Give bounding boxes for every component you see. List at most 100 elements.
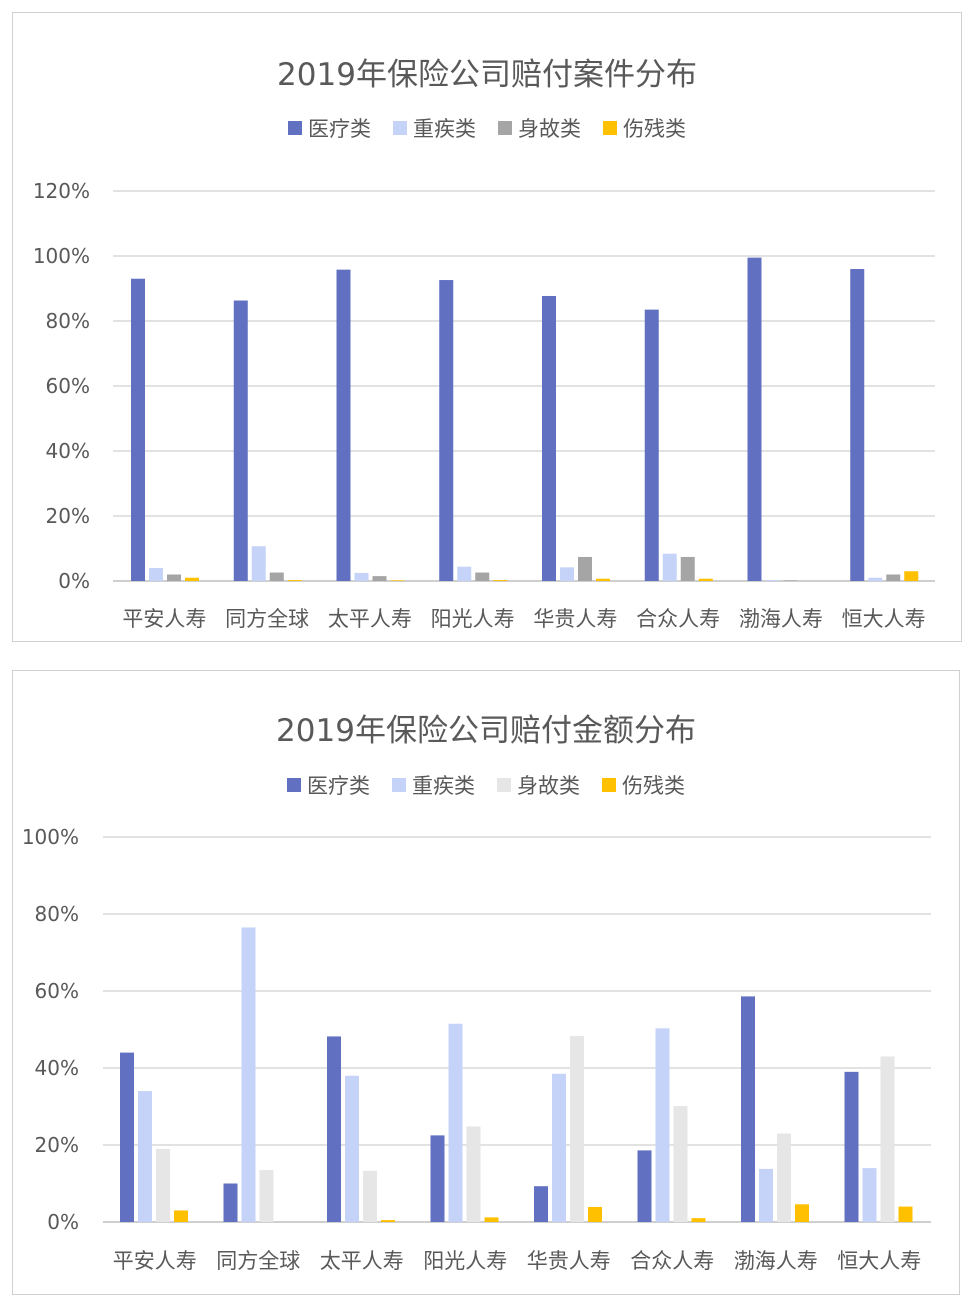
x-tick-label: 华贵人寿	[533, 607, 617, 631]
x-tick-label: 同方全球	[216, 1249, 300, 1273]
bar	[588, 1206, 602, 1222]
bar	[552, 1073, 566, 1222]
chart-plot-area: 0% 20% 40% 60% 80% 100% 平安人寿 同方全球 太平人寿 阳光人寿 华贵人寿 合众…	[22, 825, 931, 1273]
x-tick-label: 恒大人寿	[842, 607, 926, 631]
bar	[354, 572, 369, 581]
bar	[251, 546, 266, 581]
bar	[430, 1135, 445, 1222]
bar	[156, 1148, 170, 1222]
bar	[149, 568, 163, 581]
bar	[484, 1217, 499, 1222]
bar	[795, 1204, 809, 1222]
bar	[759, 1168, 773, 1222]
bar	[868, 577, 883, 581]
legend-swatch	[498, 121, 512, 135]
bar	[904, 571, 919, 581]
legend-label: 身故类	[518, 117, 581, 141]
legend-label: 医疗类	[308, 117, 371, 141]
chart-panel-claims-count: 2019年保险公司赔付案件分布 医疗类 重疾类 身故类 伤残类 0% 20% 40%…	[12, 12, 962, 642]
y-tick-label: 20%	[46, 504, 90, 528]
bar	[457, 566, 472, 581]
y-tick-label: 60%	[46, 374, 90, 398]
bar	[390, 580, 405, 581]
bar	[327, 1036, 341, 1222]
bar	[637, 1150, 652, 1222]
bar	[765, 580, 780, 581]
bar	[259, 1170, 274, 1222]
bar	[741, 996, 755, 1222]
y-tick-label: 40%	[46, 439, 90, 463]
bar	[542, 295, 556, 581]
legend-item: 伤残类	[603, 113, 686, 143]
legend-label: 医疗类	[307, 774, 370, 798]
x-tick-label: 华贵人寿	[527, 1249, 611, 1273]
bar	[363, 1170, 377, 1222]
chart-panel-claims-amount: 2019年保险公司赔付金额分布 医疗类 重疾类 身故类 伤残类 0% 20% 40%…	[12, 670, 960, 1295]
legend-item: 身故类	[498, 113, 581, 143]
bar	[777, 1133, 791, 1222]
y-tick-label: 80%	[46, 309, 90, 333]
bar	[233, 300, 248, 581]
bar	[783, 580, 798, 581]
legend-label: 重疾类	[413, 117, 476, 141]
chart-title: 2019年保险公司赔付案件分布	[277, 57, 697, 93]
bar	[534, 1186, 548, 1222]
bar	[850, 269, 865, 581]
x-tick-label: 合众人寿	[630, 1249, 714, 1273]
bar	[131, 278, 145, 581]
legend-label: 伤残类	[623, 117, 686, 141]
bar	[578, 556, 592, 581]
legend-swatch	[392, 778, 406, 792]
bar	[844, 1071, 859, 1222]
x-tick-label: 平安人寿	[113, 1249, 197, 1273]
bar	[655, 1028, 670, 1222]
legend-swatch	[393, 121, 407, 135]
x-tick-label: 阳光人寿	[423, 1249, 507, 1273]
y-tick-label: 0%	[58, 569, 90, 593]
y-tick-label: 60%	[35, 979, 79, 1003]
chart-plot-area: 0% 20% 40% 60% 80% 100% 120% 平安人寿 同方全球 太平人寿 阳光人寿 华贵…	[33, 179, 935, 631]
legend-label: 身故类	[517, 774, 580, 798]
legend-swatch	[287, 778, 301, 792]
x-tick-label: 平安人寿	[122, 607, 206, 631]
bar	[241, 927, 256, 1222]
bar	[880, 1056, 895, 1222]
bar	[466, 1126, 481, 1222]
bar	[120, 1052, 134, 1222]
bar	[269, 572, 284, 581]
bar	[185, 577, 199, 581]
legend-swatch	[602, 778, 616, 792]
bar	[862, 1168, 877, 1222]
y-tick-label: 120%	[33, 179, 90, 203]
bar	[475, 572, 490, 581]
x-tick-label: 渤海人寿	[734, 1249, 818, 1273]
x-tick-label: 太平人寿	[328, 607, 412, 631]
bar	[662, 553, 677, 581]
bar	[345, 1075, 359, 1222]
bar	[570, 1036, 584, 1222]
x-tick-label: 合众人寿	[636, 607, 720, 631]
legend-swatch	[603, 121, 617, 135]
chart-legend: 医疗类 重疾类 身故类 伤残类	[13, 770, 959, 800]
y-tick-label: 80%	[35, 902, 79, 926]
bar	[336, 269, 351, 581]
bar	[644, 309, 659, 581]
bar	[691, 1218, 706, 1222]
y-tick-label: 40%	[35, 1056, 79, 1080]
chart-title: 2019年保险公司赔付金额分布	[276, 713, 696, 749]
bar	[174, 1210, 188, 1222]
bar	[493, 580, 508, 581]
bar	[138, 1091, 152, 1222]
x-tick-label: 渤海人寿	[739, 607, 823, 631]
legend-item: 身故类	[497, 770, 580, 800]
x-tick-label: 太平人寿	[320, 1249, 404, 1273]
bar	[439, 280, 454, 581]
bar	[747, 257, 762, 581]
legend-swatch	[497, 778, 511, 792]
y-tick-label: 0%	[47, 1210, 79, 1234]
legend-item: 重疾类	[392, 770, 475, 800]
bar	[287, 580, 302, 581]
bar	[596, 578, 610, 581]
bar	[680, 556, 695, 581]
y-tick-label: 100%	[33, 244, 90, 268]
